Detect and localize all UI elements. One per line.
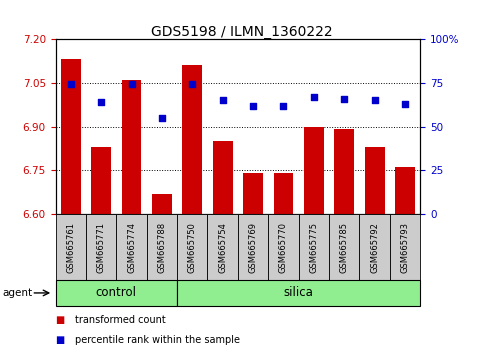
Text: GSM665793: GSM665793 bbox=[400, 222, 410, 273]
Bar bbox=[86, 214, 116, 280]
Point bbox=[249, 103, 257, 108]
Text: silica: silica bbox=[284, 286, 313, 299]
Text: percentile rank within the sample: percentile rank within the sample bbox=[75, 335, 240, 345]
Text: control: control bbox=[96, 286, 137, 299]
Bar bbox=[122, 80, 142, 214]
Bar bbox=[390, 214, 420, 280]
Bar bbox=[268, 214, 298, 280]
Bar bbox=[208, 214, 238, 280]
Text: GSM665771: GSM665771 bbox=[97, 222, 106, 273]
Bar bbox=[359, 214, 390, 280]
Point bbox=[67, 82, 74, 87]
Bar bbox=[304, 126, 324, 214]
Bar bbox=[334, 130, 354, 214]
Text: GSM665785: GSM665785 bbox=[340, 222, 349, 273]
Text: GDS5198 / ILMN_1360222: GDS5198 / ILMN_1360222 bbox=[151, 25, 332, 39]
Bar bbox=[329, 214, 359, 280]
Bar bbox=[147, 214, 177, 280]
Point bbox=[219, 97, 227, 103]
Bar bbox=[152, 194, 172, 214]
Point bbox=[97, 99, 105, 105]
Text: GSM665769: GSM665769 bbox=[249, 222, 257, 273]
Text: GSM665792: GSM665792 bbox=[370, 222, 379, 273]
Text: ■: ■ bbox=[56, 315, 65, 325]
Text: GSM665750: GSM665750 bbox=[188, 222, 197, 273]
Bar bbox=[238, 214, 268, 280]
Text: transformed count: transformed count bbox=[75, 315, 166, 325]
Text: agent: agent bbox=[2, 288, 32, 298]
Point bbox=[371, 97, 379, 103]
Point bbox=[401, 101, 409, 107]
Text: GSM665754: GSM665754 bbox=[218, 222, 227, 273]
Text: ■: ■ bbox=[56, 335, 65, 345]
Text: GSM665770: GSM665770 bbox=[279, 222, 288, 273]
Bar bbox=[56, 280, 177, 306]
Bar bbox=[365, 147, 384, 214]
Text: GSM665761: GSM665761 bbox=[66, 222, 75, 273]
Bar bbox=[61, 59, 81, 214]
Point bbox=[341, 96, 348, 101]
Point bbox=[310, 94, 318, 99]
Bar bbox=[213, 141, 232, 214]
Bar bbox=[395, 167, 415, 214]
Point bbox=[158, 115, 166, 121]
Bar bbox=[91, 147, 111, 214]
Text: GSM665788: GSM665788 bbox=[157, 222, 167, 273]
Bar bbox=[116, 214, 147, 280]
Point bbox=[128, 82, 135, 87]
Bar bbox=[183, 65, 202, 214]
Point bbox=[280, 103, 287, 108]
Bar bbox=[273, 173, 293, 214]
Bar bbox=[177, 280, 420, 306]
Bar bbox=[177, 214, 208, 280]
Bar bbox=[243, 173, 263, 214]
Text: GSM665775: GSM665775 bbox=[309, 222, 318, 273]
Bar bbox=[298, 214, 329, 280]
Bar bbox=[56, 214, 86, 280]
Text: GSM665774: GSM665774 bbox=[127, 222, 136, 273]
Point bbox=[188, 82, 196, 87]
